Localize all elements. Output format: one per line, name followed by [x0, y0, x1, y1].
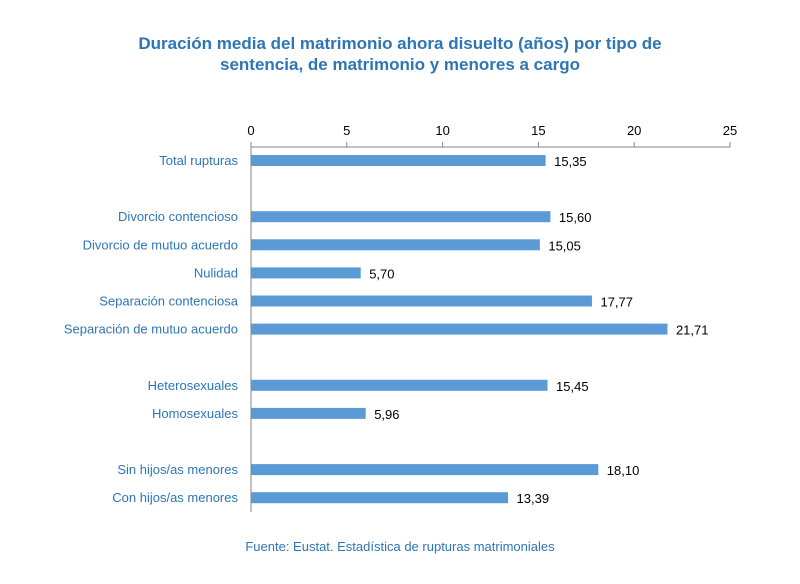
value-label: 5,70 [369, 266, 394, 281]
value-label: 17,77 [600, 295, 633, 310]
chart-title: Duración media del matrimonio ahora disu… [0, 33, 800, 75]
category-label: Separación contenciosa [99, 294, 239, 309]
bar [251, 379, 548, 391]
bar [251, 239, 540, 251]
value-label: 13,39 [517, 491, 550, 506]
x-tick-label: 20 [627, 123, 641, 138]
value-label: 18,10 [607, 463, 640, 478]
category-label: Heterosexuales [148, 378, 239, 393]
bar [251, 492, 509, 504]
x-tick-label: 5 [343, 123, 350, 138]
x-tick-label: 25 [723, 123, 737, 138]
value-label: 5,96 [374, 407, 399, 422]
value-label: 15,45 [556, 379, 589, 394]
bar [251, 407, 366, 419]
value-label: 15,05 [548, 238, 581, 253]
bar [251, 211, 551, 223]
bar [251, 323, 668, 335]
bar [251, 267, 361, 279]
source-note: Fuente: Eustat. Estadística de rupturas … [245, 539, 555, 554]
bar [251, 464, 599, 476]
chart-title-line1: Duración media del matrimonio ahora disu… [138, 34, 662, 53]
bar [251, 155, 546, 166]
category-label: Con hijos/as menores [112, 490, 238, 505]
category-label: Divorcio de mutuo acuerdo [83, 237, 238, 252]
category-label: Separación de mutuo acuerdo [64, 322, 238, 337]
category-label: Divorcio contencioso [118, 209, 238, 224]
x-tick-label: 10 [435, 123, 449, 138]
x-tick-label: 0 [247, 123, 254, 138]
chart-title-line2: sentencia, de matrimonio y menores a car… [220, 55, 580, 74]
value-label: 15,35 [554, 154, 587, 169]
category-label: Homosexuales [152, 406, 238, 421]
category-label: Total rupturas [159, 153, 238, 168]
value-label: 21,71 [676, 323, 709, 338]
category-label: Sin hijos/as menores [117, 462, 238, 477]
bar [251, 295, 592, 307]
value-label: 15,60 [559, 210, 592, 225]
category-label: Nulidad [194, 265, 238, 280]
x-tick-label: 15 [531, 123, 545, 138]
